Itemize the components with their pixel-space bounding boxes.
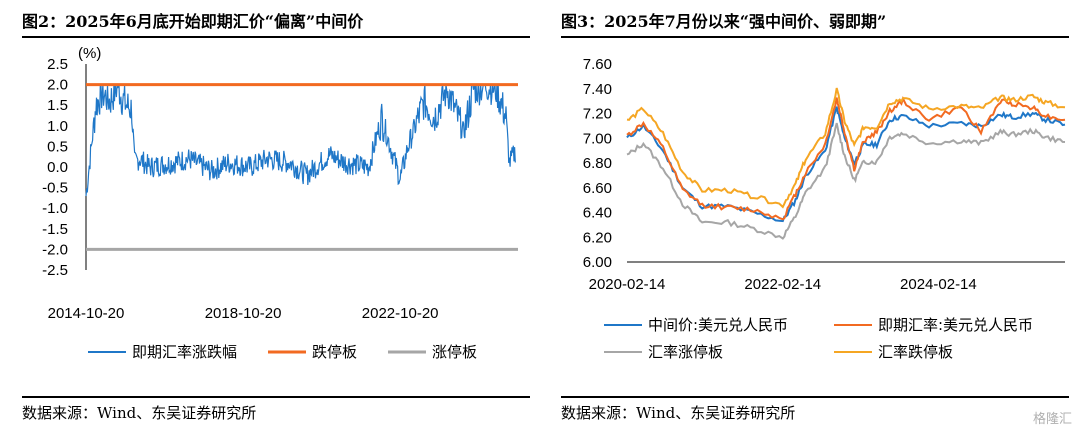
y-tick-label: 6.80 [583, 155, 612, 172]
y-tick-label: 7.60 [583, 56, 612, 73]
y-tick-label: 2.0 [47, 77, 68, 94]
x-tick-label: 2022-02-14 [744, 276, 821, 293]
y-tick-label: -2.0 [42, 241, 68, 258]
y-tick-label: -0.5 [42, 180, 68, 197]
legend-label: 涨停板 [432, 343, 477, 361]
y-tick-label: 7.40 [583, 81, 612, 98]
legend-label: 跌停板 [312, 343, 357, 361]
y-tick-label: -2.5 [42, 262, 68, 279]
legend-item: 即期汇率涨跌幅 [88, 343, 237, 361]
y-tick-label: 7.00 [583, 130, 612, 147]
y-tick-label: 2.5 [47, 56, 68, 73]
legend-item: 汇率涨停板 [604, 343, 723, 361]
series-line-2 [626, 96, 1066, 221]
y-tick-label: 1.5 [47, 97, 68, 114]
y-tick-label: 0.0 [47, 159, 68, 176]
chart-2-source: 数据来源：Wind、东吴证券研究所 [561, 404, 796, 422]
chart-2-title: 图3：2025年7月份以来“强中间价、弱即期” [561, 12, 887, 31]
y-tick-label: 7.20 [583, 106, 612, 123]
series-line-1 [85, 84, 516, 197]
chart-1-top-rule [22, 36, 530, 38]
y-unit-label: (%) [78, 45, 101, 62]
legend-label: 汇率涨停板 [648, 343, 723, 361]
y-tick-label: 6.20 [583, 229, 612, 246]
series-line-4 [626, 87, 1066, 209]
legend-label: 即期汇率涨跌幅 [132, 343, 237, 361]
legend-item: 即期汇率:美元兑人民币 [834, 316, 1033, 334]
chart-1-source: 数据来源：Wind、东吴证券研究所 [22, 404, 257, 422]
legend-label: 即期汇率:美元兑人民币 [878, 316, 1033, 334]
y-tick-label: 6.60 [583, 180, 612, 197]
legend-label: 中间价:美元兑人民币 [648, 316, 788, 334]
y-tick-label: 0.5 [47, 138, 68, 155]
y-tick-label: 6.40 [583, 205, 612, 222]
chart-2-plot: 7.60 7.40 7.20 7.00 6.80 6.60 6.40 6.20 6.00 2020… [583, 56, 1066, 361]
x-tick-label: 2022-10-20 [362, 305, 439, 322]
x-tick-label: 2020-02-14 [589, 276, 666, 293]
chart-2-bottom-rule [561, 396, 1069, 398]
y-tick-label: 6.00 [583, 254, 612, 271]
y-tick-label: 1.0 [47, 118, 68, 135]
chart-1-bottom-rule [22, 396, 530, 398]
x-tick-label: 2018-10-20 [205, 305, 282, 322]
series-line-3 [626, 122, 1066, 240]
legend-item: 跌停板 [268, 343, 357, 361]
y-tick-label: -1.5 [42, 221, 68, 238]
x-tick-label: 2014-10-20 [48, 305, 125, 322]
chart-2-top-rule [561, 36, 1069, 38]
x-tick-label: 2024-02-14 [900, 276, 977, 293]
chart-1-plot: 2.5 2.0 1.5 1.0 0.5 0.0 -0.5 -1.0 -1.5 -2.0 -2.5 (%… [42, 45, 518, 361]
legend-label: 汇率跌停板 [878, 343, 953, 361]
y-tick-label: -1.0 [42, 200, 68, 217]
legend-item: 汇率跌停板 [834, 343, 953, 361]
legend-item: 中间价:美元兑人民币 [604, 316, 788, 334]
legend-item: 涨停板 [388, 343, 477, 361]
chart-1-title: 图2：2025年6月底开始即期汇价“偏离”中间价 [22, 12, 364, 31]
watermark-logo: 格隆汇 [1032, 412, 1072, 427]
